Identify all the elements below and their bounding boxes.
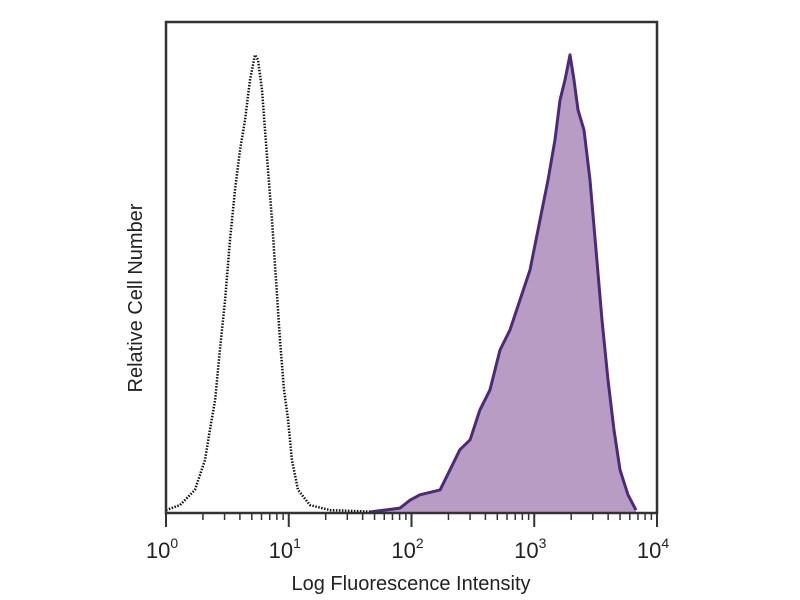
series-1-line bbox=[369, 53, 638, 514]
x-tick-label: 104 bbox=[637, 535, 669, 563]
x-axis-tick-labels: 100 101 102 103 104 bbox=[146, 535, 669, 563]
y-axis-label: Relative Cell Number bbox=[125, 203, 147, 392]
x-axis-label: Log Fluorescence Intensity bbox=[291, 573, 530, 595]
x-tick-label: 100 bbox=[146, 535, 178, 563]
series-0-line bbox=[165, 51, 410, 514]
series-1-area bbox=[370, 54, 636, 514]
x-axis-ticks bbox=[165, 513, 658, 527]
x-tick-label: 102 bbox=[391, 535, 423, 563]
x-tick-label: 103 bbox=[514, 535, 546, 563]
x-tick-label: 101 bbox=[269, 535, 301, 563]
series-layer bbox=[165, 51, 638, 514]
